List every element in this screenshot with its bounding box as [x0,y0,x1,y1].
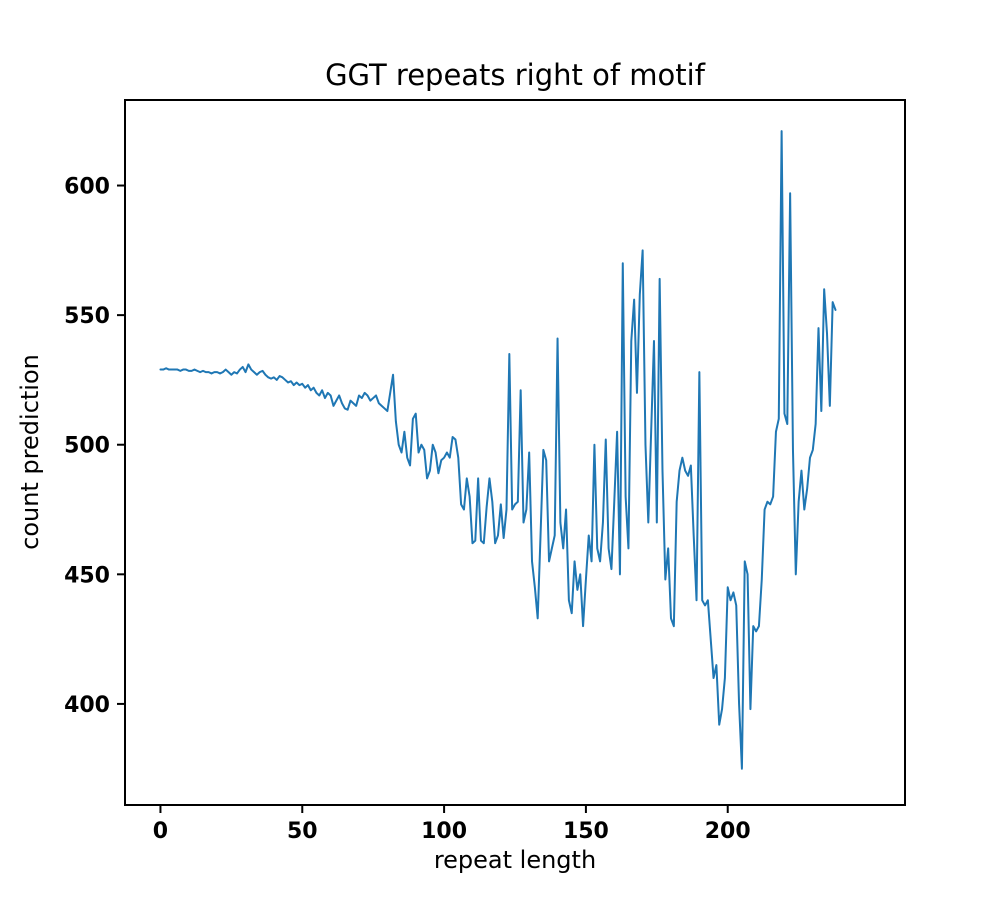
plot-area [125,100,905,805]
y-axis-label: count prediction [16,354,44,550]
chart-title: GGT repeats right of motif [325,58,706,92]
y-tick-label: 450 [64,563,110,588]
y-tick-label: 500 [64,434,110,459]
x-axis-label: repeat length [434,846,596,874]
axis-spine [124,99,906,806]
y-tick-label: 400 [64,693,110,718]
x-tick-label: 50 [287,819,318,844]
axis-ticks: 0 50 100 150 200 400 450 500 550 600 [64,175,751,844]
x-tick-label: 200 [705,819,751,844]
x-tick-label: 100 [421,819,467,844]
data-line [159,130,837,770]
data-line-group [159,130,837,770]
x-tick-label: 0 [153,819,168,844]
y-tick-label: 600 [64,175,110,200]
x-tick-label: 150 [563,819,609,844]
y-tick-label: 550 [64,304,110,329]
